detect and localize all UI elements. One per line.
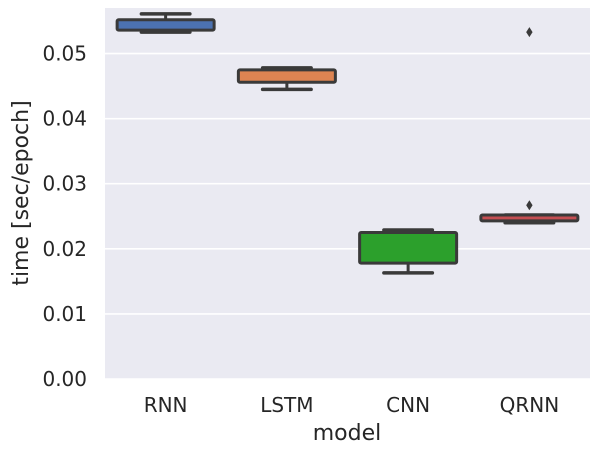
box-cnn	[358, 228, 459, 275]
box-qrnn	[479, 27, 580, 225]
boxes	[115, 12, 580, 275]
y-axis-label: time [sec/epoch]	[9, 100, 34, 285]
iqr-box-rnn	[115, 18, 216, 32]
x-tick-label-lstm: LSTM	[260, 393, 313, 417]
iqr-box-lstm	[236, 68, 337, 84]
x-axis-label: model	[313, 421, 382, 446]
y-tick-label-0: 0.00	[42, 367, 87, 391]
box-rnn	[115, 12, 216, 34]
y-tick-labels: 0.00 0.01 0.02 0.03 0.04 0.05	[42, 42, 87, 391]
y-tick-label-5: 0.05	[42, 42, 87, 66]
x-tick-label-qrnn: QRNN	[500, 393, 560, 417]
outlier-qrnn-1	[526, 27, 533, 38]
x-tick-labels: RNN LSTM CNN QRNN	[144, 393, 559, 417]
gridlines	[105, 52, 590, 380]
iqr-box-cnn	[358, 231, 459, 265]
x-tick-label-rnn: RNN	[144, 393, 188, 417]
plot-area	[105, 8, 590, 379]
y-tick-label-2: 0.02	[42, 237, 87, 261]
y-tick-label-1: 0.01	[42, 302, 87, 326]
y-tick-label-4: 0.04	[42, 107, 87, 131]
x-tick-label-cnn: CNN	[386, 393, 430, 417]
outlier-qrnn-0	[526, 200, 533, 211]
y-tick-label-3: 0.03	[42, 172, 87, 196]
box-lstm	[236, 66, 337, 92]
